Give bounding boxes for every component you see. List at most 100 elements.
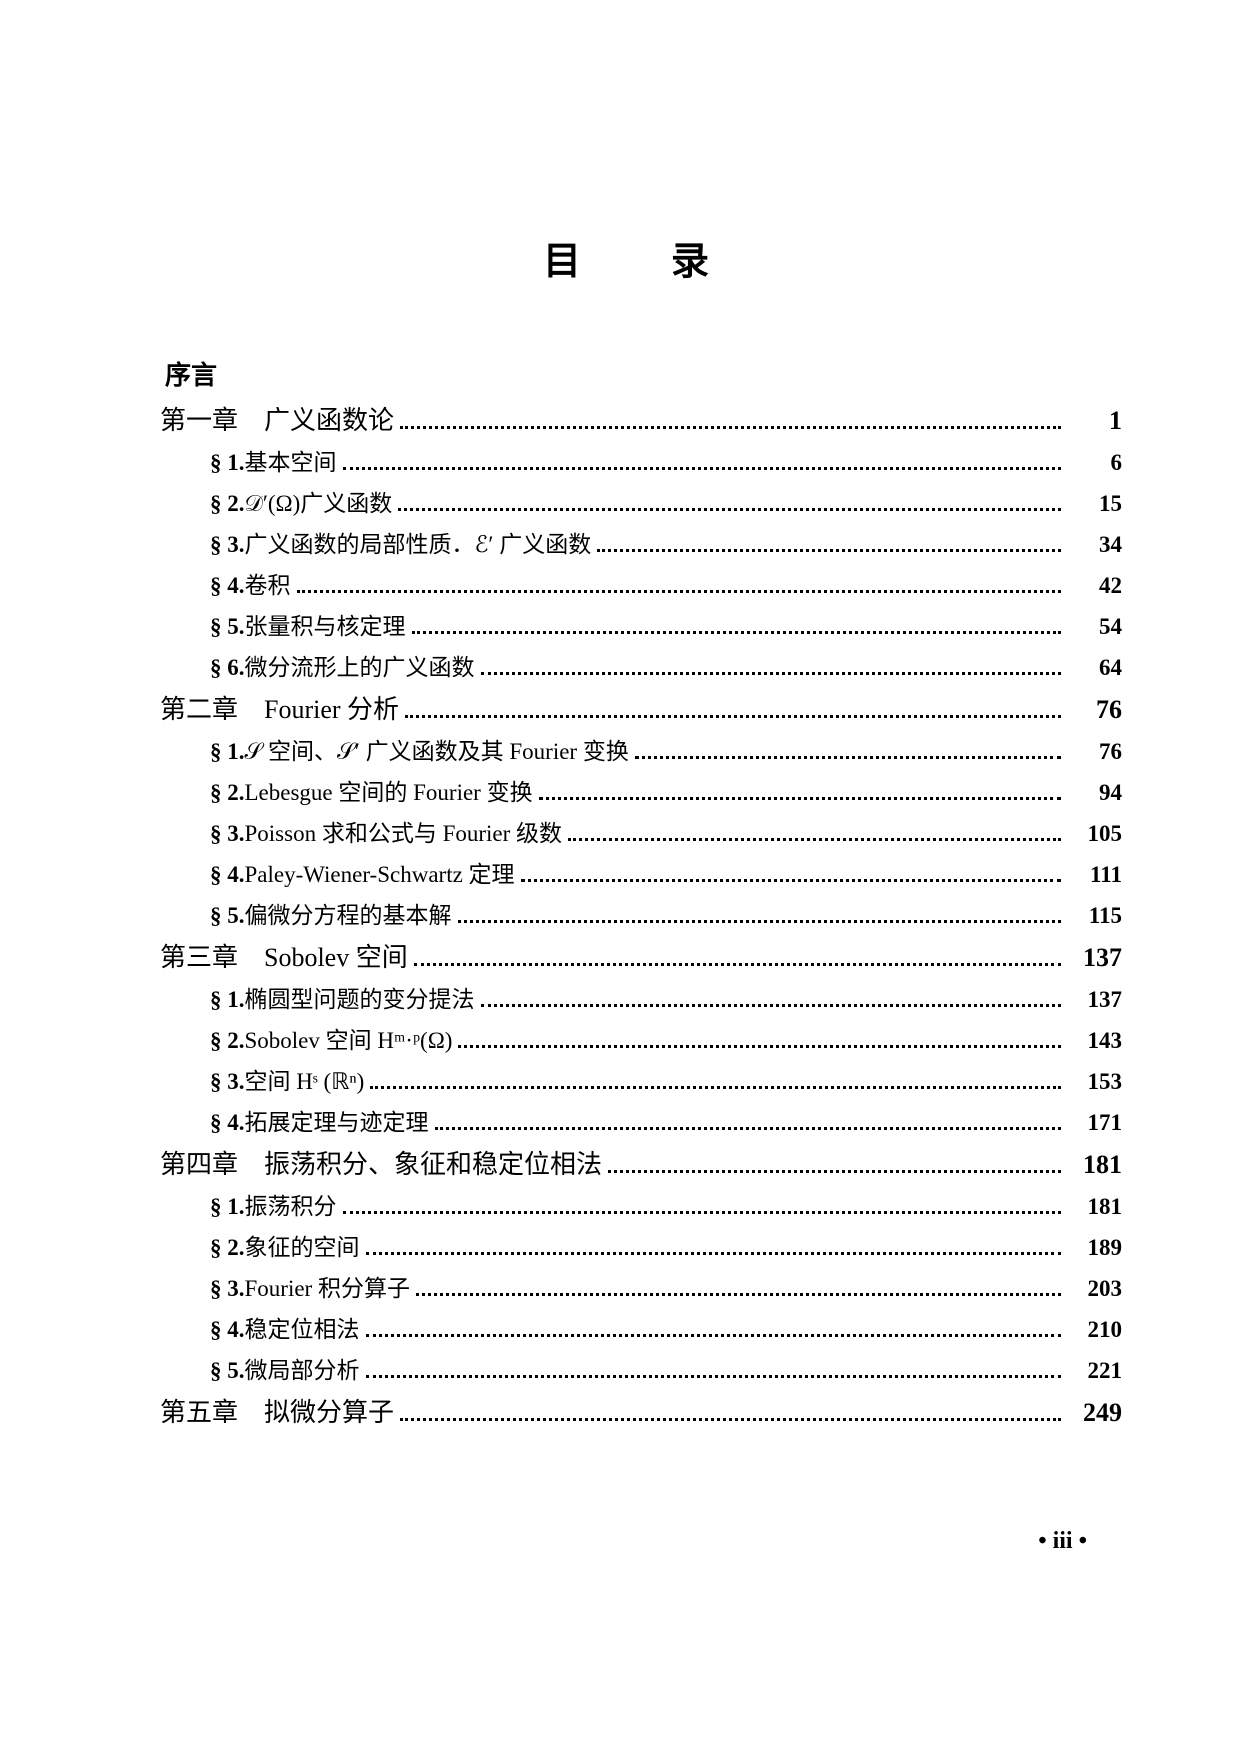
leader-dots — [405, 715, 1061, 718]
entry-page-number: 171 — [1067, 1110, 1122, 1136]
section-marker: § 1. — [210, 450, 245, 476]
entry-label: 广义函数的局部性质．ℰ′ 广义函数 — [245, 525, 592, 559]
section-marker: § 5. — [210, 1358, 245, 1384]
entry-label: 第五章 拟微分算子 — [160, 1392, 394, 1429]
leader-dots — [458, 920, 1062, 923]
section-marker: § 3. — [210, 532, 245, 558]
toc-section-entry: § 3. Poisson 求和公式与 Fourier 级数105 — [160, 814, 1122, 848]
entry-page-number: 6 — [1067, 450, 1122, 476]
entry-page-number: 137 — [1067, 987, 1122, 1013]
entry-label: 𝒮 空间、𝒮′ 广义函数及其 Fourier 变换 — [245, 732, 629, 766]
entry-label: Sobolev 空间 Hᵐ·ᵖ(Ω) — [245, 1021, 453, 1055]
leader-dots — [398, 508, 1061, 511]
entry-page-number: 153 — [1067, 1069, 1122, 1095]
toc-chapter-entry: 第五章 拟微分算子249 — [160, 1392, 1122, 1429]
toc-section-entry: § 2. Lebesgue 空间的 Fourier 变换 94 — [160, 773, 1122, 807]
entry-label: Paley-Wiener-Schwartz 定理 — [245, 855, 515, 889]
section-marker: § 4. — [210, 573, 245, 599]
toc-section-entry: § 5. 偏微分方程的基本解115 — [160, 896, 1122, 930]
toc-section-entry: § 3. Fourier 积分算子203 — [160, 1269, 1122, 1303]
leader-dots — [343, 467, 1062, 470]
toc-section-entry: § 6. 微分流形上的广义函数64 — [160, 648, 1122, 682]
entry-label: 𝒟′(Ω)广义函数 — [245, 484, 393, 518]
toc-page: 目录 序言 第一章 广义函数论 1 § 1. 基本空间 6 § 2. 𝒟′(Ω)广义函数… — [0, 0, 1242, 1495]
preface-heading: 序言 — [160, 355, 1122, 392]
leader-dots — [416, 1293, 1061, 1296]
section-marker: § 2. — [210, 780, 245, 806]
toc-chapter-entry: 第三章 Sobolev 空间 137 — [160, 937, 1122, 974]
leader-dots — [521, 879, 1061, 882]
toc-section-entry: § 2. Sobolev 空间 Hᵐ·ᵖ(Ω) 143 — [160, 1021, 1122, 1055]
entry-page-number: 181 — [1067, 1194, 1122, 1220]
entry-page-number: 143 — [1067, 1028, 1122, 1054]
entry-label: 微局部分析 — [245, 1351, 360, 1385]
leader-dots — [366, 1334, 1062, 1337]
entry-label: 第一章 广义函数论 — [160, 400, 394, 437]
entry-label: Poisson 求和公式与 Fourier 级数 — [245, 814, 563, 848]
entry-label: 张量积与核定理 — [245, 607, 406, 641]
entry-label: 偏微分方程的基本解 — [245, 896, 452, 930]
entry-label: 象征的空间 — [245, 1228, 360, 1262]
entry-label: 第三章 Sobolev 空间 — [160, 937, 408, 974]
leader-dots — [400, 1418, 1061, 1421]
entry-page-number: 137 — [1067, 943, 1122, 973]
toc-section-entry: § 2. 𝒟′(Ω)广义函数15 — [160, 484, 1122, 518]
leader-dots — [400, 426, 1061, 429]
entry-label: 拓展定理与迹定理 — [245, 1103, 429, 1137]
section-marker: § 1. — [210, 739, 245, 765]
page-title: 目录 — [160, 230, 1122, 285]
leader-dots — [539, 797, 1061, 800]
leader-dots — [343, 1211, 1062, 1214]
section-marker: § 2. — [210, 1028, 245, 1054]
entry-label: 微分流形上的广义函数 — [245, 648, 475, 682]
entry-label: 椭圆型问题的变分提法 — [245, 980, 475, 1014]
toc-list: 第一章 广义函数论 1 § 1. 基本空间 6 § 2. 𝒟′(Ω)广义函数15 § 3.… — [160, 400, 1122, 1429]
leader-dots — [608, 1170, 1061, 1173]
leader-dots — [481, 1004, 1062, 1007]
section-marker: § 3. — [210, 821, 245, 847]
entry-page-number: 221 — [1067, 1358, 1122, 1384]
leader-dots — [370, 1086, 1061, 1089]
leader-dots — [568, 838, 1061, 841]
toc-section-entry: § 4. 拓展定理与迹定理171 — [160, 1103, 1122, 1137]
section-marker: § 5. — [210, 903, 245, 929]
entry-label: 稳定位相法 — [245, 1310, 360, 1344]
section-marker: § 5. — [210, 614, 245, 640]
section-marker: § 2. — [210, 1235, 245, 1261]
toc-chapter-entry: 第四章 振荡积分、象征和稳定位相法 181 — [160, 1144, 1122, 1181]
toc-section-entry: § 1. 椭圆型问题的变分提法 137 — [160, 980, 1122, 1014]
leader-dots — [366, 1375, 1062, 1378]
entry-page-number: 210 — [1067, 1317, 1122, 1343]
toc-section-entry: § 2. 象征的空间 189 — [160, 1228, 1122, 1262]
entry-label: 第二章 Fourier 分析 — [160, 689, 399, 726]
toc-section-entry: § 4. 稳定位相法210 — [160, 1310, 1122, 1344]
section-marker: § 3. — [210, 1069, 245, 1095]
entry-label: 振荡积分 — [245, 1187, 337, 1221]
entry-page-number: 189 — [1067, 1235, 1122, 1261]
toc-section-entry: § 4. 卷积42 — [160, 566, 1122, 600]
toc-section-entry: § 3. 空间 Hˢ (ℝⁿ) 153 — [160, 1062, 1122, 1096]
section-marker: § 1. — [210, 987, 245, 1013]
toc-section-entry: § 4. Paley-Wiener-Schwartz 定理111 — [160, 855, 1122, 889]
leader-dots — [597, 549, 1061, 552]
leader-dots — [366, 1252, 1062, 1255]
section-marker: § 3. — [210, 1276, 245, 1302]
entry-label: 第四章 振荡积分、象征和稳定位相法 — [160, 1144, 602, 1181]
entry-page-number: 203 — [1067, 1276, 1122, 1302]
entry-page-number: 94 — [1067, 780, 1122, 806]
leader-dots — [458, 1045, 1061, 1048]
section-marker: § 2. — [210, 491, 245, 517]
footer-page-number: • iii • — [1038, 1528, 1087, 1555]
entry-page-number: 42 — [1067, 573, 1122, 599]
section-marker: § 6. — [210, 655, 245, 681]
entry-label: 基本空间 — [245, 443, 337, 477]
entry-label: Lebesgue 空间的 Fourier 变换 — [245, 773, 533, 807]
toc-section-entry: § 1. 基本空间 6 — [160, 443, 1122, 477]
leader-dots — [635, 756, 1061, 759]
entry-page-number: 1 — [1067, 406, 1122, 436]
toc-chapter-entry: 第二章 Fourier 分析76 — [160, 689, 1122, 726]
entry-page-number: 76 — [1067, 739, 1122, 765]
entry-page-number: 111 — [1067, 862, 1122, 888]
entry-label: 空间 Hˢ (ℝⁿ) — [245, 1062, 365, 1096]
entry-page-number: 181 — [1067, 1150, 1122, 1180]
